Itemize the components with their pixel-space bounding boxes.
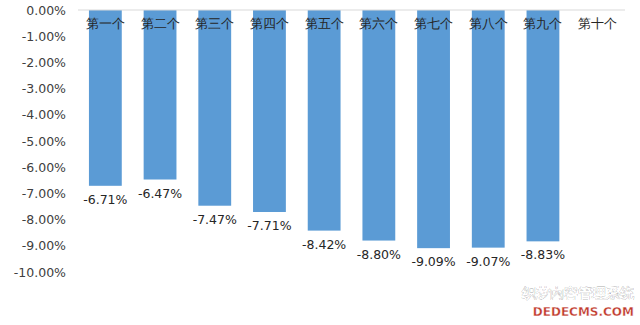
y-tick-label: -1.00% — [22, 29, 66, 44]
y-tick — [74, 88, 78, 89]
y-tick-label: -10.00% — [14, 265, 66, 280]
bar — [89, 10, 122, 186]
y-tick-label: -7.00% — [22, 186, 66, 201]
y-tick — [74, 141, 78, 142]
x-tick-label: 第五个 — [305, 16, 344, 31]
bar — [472, 10, 505, 248]
data-label: -6.71% — [83, 192, 127, 207]
bars — [89, 10, 559, 248]
data-label: -7.71% — [247, 218, 291, 233]
bar — [527, 10, 560, 241]
bar — [308, 10, 341, 231]
y-tick — [74, 10, 78, 11]
data-label: -7.47% — [193, 212, 237, 227]
y-tick-label: -6.00% — [22, 160, 66, 175]
y-tick-label: -4.00% — [22, 107, 66, 122]
x-tick-label: 第十个 — [578, 16, 617, 31]
y-tick — [74, 272, 78, 273]
x-tick-label: 第三个 — [195, 16, 234, 31]
data-label: -6.47% — [138, 186, 182, 201]
data-label: -8.80% — [357, 247, 401, 262]
bar — [417, 10, 450, 248]
bar — [198, 10, 231, 206]
x-tick-label: 第一个 — [86, 16, 125, 31]
y-tick — [74, 114, 78, 115]
chart-container: 0.00% -1.00% -2.00% -3.00% -4.00% -5.00% -6.00… — [0, 0, 640, 325]
x-tick-label: 第二个 — [141, 16, 180, 31]
watermark-text: 织梦内容管理系统 — [521, 285, 635, 301]
data-label: -8.83% — [521, 247, 565, 262]
x-axis-line — [78, 10, 625, 11]
x-tick-label: 第七个 — [414, 16, 453, 31]
data-labels: -6.71% -6.47% -7.47% -7.71% -8.42% -8.80% -9.0… — [83, 186, 565, 270]
y-tick-label: -5.00% — [22, 134, 66, 149]
y-axis: 0.00% -1.00% -2.00% -3.00% -4.00% -5.00% -6.00… — [14, 3, 78, 280]
y-tick — [74, 36, 78, 37]
y-tick — [74, 245, 78, 246]
y-tick-label: -9.00% — [22, 238, 66, 253]
y-tick — [74, 219, 78, 220]
data-label: -9.07% — [466, 254, 510, 269]
data-label: -9.09% — [411, 254, 455, 269]
data-label: -8.42% — [302, 237, 346, 252]
y-tick — [74, 193, 78, 194]
chart-svg: 0.00% -1.00% -2.00% -3.00% -4.00% -5.00% -6.00… — [0, 0, 640, 325]
x-tick-label: 第六个 — [359, 16, 398, 31]
x-axis: 第一个 第二个第三个 第四个 第五个第六个 第七个 第八个第九个 第十个 — [86, 16, 617, 31]
x-tick-label: 第九个 — [523, 16, 562, 31]
y-tick — [74, 62, 78, 63]
y-tick-label: 0.00% — [26, 3, 66, 18]
bar — [144, 10, 177, 180]
watermark-text: DEDECMS.COM — [533, 305, 634, 319]
y-tick — [74, 167, 78, 168]
bar — [362, 10, 395, 241]
x-tick-label: 第八个 — [469, 16, 508, 31]
y-tick-label: -8.00% — [22, 212, 66, 227]
y-tick-label: -2.00% — [22, 55, 66, 70]
x-tick-label: 第四个 — [250, 16, 289, 31]
watermark: 织梦内容管理系统 DEDECMS.COM — [521, 285, 635, 319]
y-tick-label: -3.00% — [22, 81, 66, 96]
bar — [253, 10, 286, 212]
